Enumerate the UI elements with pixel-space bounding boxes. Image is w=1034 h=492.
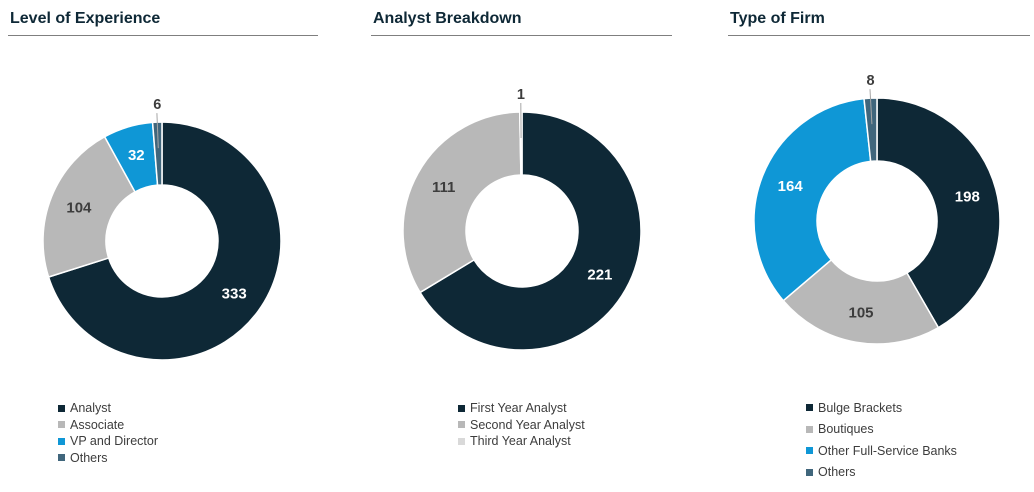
legend-analyst-breakdown: First Year Analyst Second Year Analyst Thi…	[458, 400, 585, 450]
legend-item-bulge-brackets: Bulge Brackets	[806, 397, 957, 419]
donut-slice-analyst	[47, 121, 282, 361]
legend-item-third-year-analyst: Third Year Analyst	[458, 433, 585, 450]
legend-label-other-full-service-banks: Other Full-Service Banks	[818, 443, 957, 458]
donut-slice-bulge-brackets	[876, 97, 1001, 329]
legend-type-of-firm: Bulge Brackets Boutiques Other Full-Servic…	[806, 397, 957, 483]
chart-title-type-of-firm: Type of Firm	[728, 0, 1030, 36]
data-label: 221	[587, 267, 612, 284]
legend-label-third-year-analyst: Third Year Analyst	[470, 434, 571, 449]
data-label: 111	[432, 179, 455, 196]
donut-slice-boutiques	[782, 258, 940, 345]
legend-swatch-associate	[58, 421, 65, 429]
legend-label-second-year-analyst: Second Year Analyst	[470, 417, 585, 432]
data-label: 105	[848, 305, 873, 322]
legend-swatch-boutiques	[806, 425, 813, 433]
legend-swatch-bulge-brackets	[806, 404, 813, 412]
legend-swatch-third-year-analyst	[458, 437, 465, 445]
chart-section-level-of-experience: Level of Experience 333 104 32 6 Analyst Ass…	[8, 0, 318, 492]
donut-slice-others	[151, 121, 163, 186]
donut-chart-type-of-firm: 198 105 164 8	[753, 73, 1001, 345]
legend-item-others: Others	[58, 450, 158, 467]
chart-title-level-of-experience: Level of Experience	[8, 0, 318, 36]
data-label: 104	[66, 199, 92, 216]
legend-label-others: Others	[70, 450, 108, 465]
legend-swatch-other-full-service-banks	[806, 447, 813, 455]
legend-item-other-full-service-banks: Other Full-Service Banks	[806, 440, 957, 462]
legend-label-boutiques: Boutiques	[818, 422, 874, 437]
legend-label-associate: Associate	[70, 417, 125, 432]
data-label: 32	[128, 147, 145, 164]
legend-item-associate: Associate	[58, 417, 158, 434]
legend-swatch-first-year-analyst	[458, 404, 465, 412]
legend-label-analyst: Analyst	[70, 401, 111, 416]
legend-item-others: Others	[806, 462, 957, 484]
data-label: 6	[153, 97, 161, 113]
legend-swatch-analyst	[58, 404, 65, 412]
label-leader-line	[156, 113, 159, 149]
donut-slice-second-year-analyst	[402, 111, 522, 294]
legend-item-vp-and-director: VP and Director	[58, 433, 158, 450]
data-label: 8	[866, 73, 874, 89]
legend-item-analyst: Analyst	[58, 400, 158, 417]
donut-slice-associate	[42, 135, 137, 278]
legend-level-of-experience: Analyst Associate VP and Director Others	[58, 400, 158, 466]
legend-label-first-year-analyst: First Year Analyst	[470, 401, 567, 416]
legend-label-vp-and-director: VP and Director	[70, 434, 159, 449]
legend-item-second-year-analyst: Second Year Analyst	[458, 417, 585, 434]
donut-chart-level-of-experience: 333 104 32 6	[42, 97, 282, 361]
chart-section-type-of-firm: Type of Firm 198 105 164 8 Bulge Brackets Bo…	[728, 0, 1030, 492]
chart-title-analyst-breakdown: Analyst Breakdown	[371, 0, 672, 36]
legend-swatch-vp-and-director	[58, 437, 65, 445]
legend-label-others: Others	[818, 465, 856, 480]
donut-slice-other-full-service-banks	[753, 97, 872, 302]
data-label: 333	[222, 285, 247, 302]
legend-item-boutiques: Boutiques	[806, 419, 957, 441]
label-leader-line	[869, 89, 873, 125]
chart-section-analyst-breakdown: Analyst Breakdown 221 111 1 First Year Ana…	[371, 0, 672, 492]
data-label: 198	[955, 188, 980, 205]
legend-swatch-others	[58, 454, 65, 462]
data-label: 1	[517, 87, 525, 103]
legend-swatch-second-year-analyst	[458, 421, 465, 429]
legend-swatch-others	[806, 468, 813, 476]
donut-slice-others	[863, 97, 878, 163]
data-label: 164	[778, 178, 804, 195]
legend-label-bulge-brackets: Bulge Brackets	[818, 400, 903, 415]
legend-item-first-year-analyst: First Year Analyst	[458, 400, 585, 417]
donut-slice-first-year-analyst	[419, 111, 642, 351]
